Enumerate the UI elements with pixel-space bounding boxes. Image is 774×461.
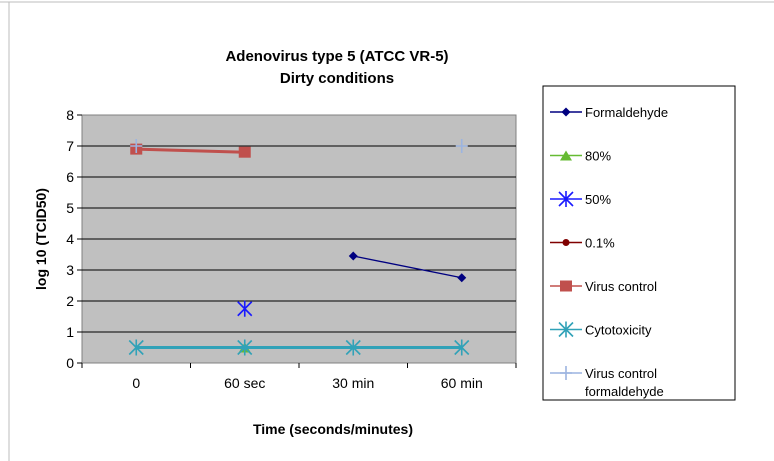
data-point <box>237 300 253 317</box>
y-tick-label: 5 <box>66 200 74 216</box>
y-tick-label: 3 <box>66 262 74 278</box>
y-axis-ticks: 0 1 2 3 4 5 6 7 8 <box>66 107 82 371</box>
x-tick-label: 60 sec <box>224 375 265 391</box>
legend-label: formaldehyde <box>585 384 664 399</box>
y-tick-label: 8 <box>66 107 74 123</box>
legend-item-0-1: 0.1% <box>550 236 615 251</box>
x-tick-label: 60 min <box>441 375 483 391</box>
data-point <box>130 139 143 153</box>
legend-marker <box>560 150 572 161</box>
y-tick-label: 7 <box>66 138 74 154</box>
legend-marker <box>558 191 574 207</box>
gridlines <box>82 145 516 333</box>
legend-item-50: 50% <box>550 191 611 207</box>
legend-label: 0.1% <box>585 236 615 251</box>
legend-item-formaldehyde: Formaldehyde <box>550 105 668 120</box>
y-tick-label: 2 <box>66 293 74 309</box>
legend-marker <box>561 107 571 117</box>
chart-title-line-2: Dirty conditions <box>280 70 394 87</box>
data-point <box>345 339 361 356</box>
series-line-segment <box>136 147 245 154</box>
legend-label: Formaldehyde <box>585 105 668 120</box>
legend-label: Virus control <box>585 279 657 294</box>
y-tick-label: 1 <box>66 324 74 340</box>
data-point <box>454 339 470 356</box>
y-tick-label: 0 <box>66 355 74 371</box>
data-point <box>455 139 468 153</box>
legend-label: 50% <box>585 192 611 207</box>
chart-title-line-1: Adenovirus type 5 (ATCC VR-5) <box>225 48 448 65</box>
legend-label: 80% <box>585 149 611 164</box>
data-point <box>238 146 251 158</box>
series-formaldehyde <box>348 251 467 283</box>
legend-marker <box>562 239 570 246</box>
series-cytotoxicity <box>128 339 470 356</box>
series-virus-control-formaldehyde <box>130 139 468 153</box>
x-tick-label: 0 <box>132 375 140 391</box>
legend-marker <box>560 366 572 380</box>
legend-label: Cytotoxicity <box>585 323 652 338</box>
x-tick-label: 30 min <box>332 375 374 391</box>
legend-label: Virus control <box>585 366 657 381</box>
series-line-segment <box>353 255 462 279</box>
data-point <box>237 339 253 356</box>
legend-marker <box>558 321 574 338</box>
series-50 <box>237 300 253 317</box>
legend-marker <box>560 280 572 292</box>
y-tick-label: 6 <box>66 169 74 185</box>
legend-item-virus-control-formaldehyde: Virus control formaldehyde <box>550 366 664 399</box>
x-axis-ticks: 0 60 sec 30 min 60 min <box>81 363 517 391</box>
legend-items: Formaldehyde 80% 50% 0.1% Virus control Cytot… <box>550 105 668 399</box>
legend-item-80: 80% <box>550 149 611 164</box>
legend-item-cytotoxicity: Cytotoxicity <box>550 321 652 338</box>
legend-item-virus-control: Virus control <box>550 279 657 294</box>
y-axis-label: log 10 (TCID50) <box>33 188 49 290</box>
x-axis-label: Time (seconds/minutes) <box>253 421 413 437</box>
data-point <box>457 273 467 283</box>
y-tick-label: 4 <box>66 231 74 247</box>
data-point <box>348 251 358 261</box>
data-point <box>128 339 144 356</box>
series-layer <box>128 139 470 356</box>
